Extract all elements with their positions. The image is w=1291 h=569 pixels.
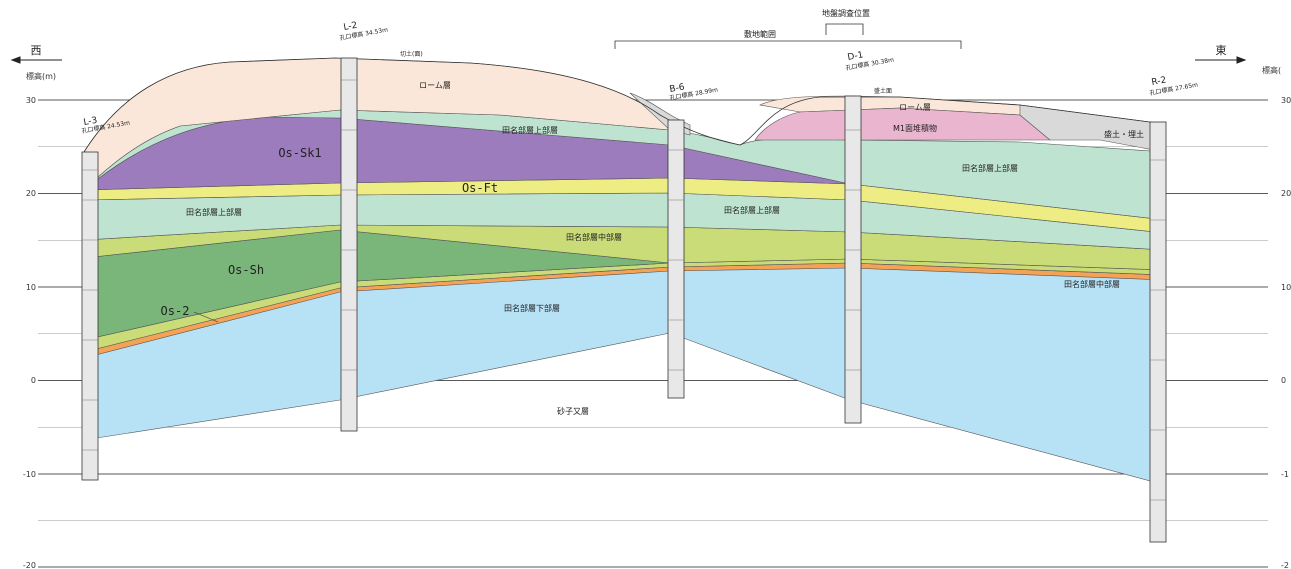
tanabe-upper-east-label: 田名部層上部層 [962,163,1018,173]
borehole-logs [81,57,1167,543]
tanabe-upper-west-label: 田名部層上部層 [186,207,242,217]
left-tick: -10 [23,470,36,479]
m1-label: M1面堆積物 [893,123,937,133]
d1-surface-note: 盛土面 [874,87,892,95]
west-arrow-icon [10,56,62,64]
loam-east-label: ローム層 [899,103,931,112]
m1-layer [754,107,1051,141]
tanabe-middle-label: 田名部層中部層 [566,232,622,242]
right-tick: 10 [1281,283,1291,292]
right-tick: -1 [1281,470,1289,479]
layer-labels: ローム層 ローム層 盛土・埋土 M1面堆積物 田名部層上部層 田名部層上部層 O… [161,81,1144,416]
tanabe-middle-east-label: 田名部層中部層 [1064,279,1120,289]
loam-label: ローム層 [419,81,451,90]
os-sk1-label: Os-Sk1 [278,146,321,160]
ground-surface-line [83,57,1166,153]
left-tick: 10 [26,283,36,292]
right-axis-ticks: 30 20 10 0 -1 -2 [1281,96,1291,569]
site-range-bracket [614,23,962,49]
right-tick: -2 [1281,561,1289,569]
left-tick: 30 [26,96,36,105]
right-tick: 20 [1281,189,1291,198]
borehole-d1 [844,95,862,424]
left-axis-title: 標高(m) [26,71,56,81]
os-2-label: Os-2 [161,304,190,318]
os-sh-label: Os-Sh [228,263,264,277]
borehole-hatching [82,79,1166,501]
borehole-headers: L-3 孔口標高 24.53m L-2 孔口標高 34.53m B-6 孔口標高… [81,21,1199,135]
east-label: 東 [1216,44,1227,57]
borehole-r2-name: R-2 [1151,76,1167,88]
tanabe-upper-top-label: 田名部層上部層 [502,125,558,135]
left-axis-ticks: 30 20 10 0 -10 -20 [23,96,36,569]
left-tick: 0 [31,376,36,385]
gravel-label: 砂子又層 [557,406,589,416]
borehole-l2-name: L-2 [343,21,358,33]
l2-surface-note: 切土(面) [400,50,423,58]
borehole-b6 [667,119,685,399]
tanabe-upper-mid-label: 田名部層上部層 [724,205,780,215]
site-range-label: 敷地範囲 [744,29,776,39]
tanabe-lower-label: 田名部層下部層 [504,303,560,313]
left-tick: -20 [23,561,36,569]
borehole-r2 [1149,121,1167,543]
fill-label: 盛土・埋土 [1104,129,1144,139]
borehole-l2 [340,57,358,432]
right-tick: 0 [1281,376,1286,385]
right-tick: 30 [1281,96,1291,105]
borehole-l3 [81,151,99,481]
borehole-l3-name: L-3 [83,116,98,128]
os-ft-label: Os-Ft [462,181,498,195]
right-axis-title: 標高( [1262,65,1281,75]
pit-position-label: 地盤調査位置 [822,8,870,18]
borehole-d1-name: D-1 [847,50,864,63]
west-label: 西 [31,44,42,57]
borehole-b6-name: B-6 [669,82,686,95]
east-arrow-icon [1195,56,1247,64]
left-tick: 20 [26,189,36,198]
os-2-leader-line [193,311,219,323]
